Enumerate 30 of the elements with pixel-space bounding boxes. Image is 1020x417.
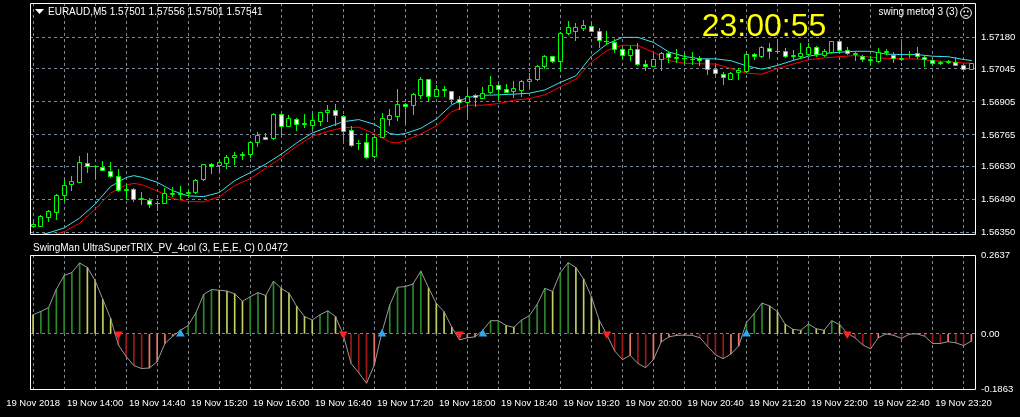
x-tick-label: 19 Nov 20:00 — [625, 396, 682, 408]
x-tick-label: 19 Nov 20:40 — [687, 396, 744, 408]
y-tick-label: 1.56630 — [981, 160, 1016, 172]
x-tick-label: 19 Nov 14:00 — [66, 396, 124, 408]
x-tick-label: 19 Nov 22:40 — [873, 396, 930, 408]
chart-title: SwingMan UltraSuperTRIX_PV_4col (3, E,E,E, C) 0.0472 — [33, 242, 289, 253]
y-tick-label: 1.56490 — [981, 193, 1016, 205]
x-tick-label: 19 Nov 16:40 — [315, 396, 372, 408]
y-tick-label: 1.56905 — [981, 95, 1016, 107]
x-tick-label: 19 Nov 18:00 — [439, 396, 496, 408]
x-tick-label: 19 Nov 23:20 — [935, 396, 992, 408]
x-tick-label: 19 Nov 16:00 — [252, 396, 310, 408]
y-tick-label: 1.57180 — [981, 30, 1016, 42]
y-tick-label: 1.57045 — [981, 62, 1016, 74]
x-tick-label: 19 Nov 21:20 — [749, 396, 806, 408]
x-tick-label: 19 Nov 19:20 — [563, 396, 620, 408]
x-tick-label: 19 Nov 15:20 — [190, 396, 248, 408]
y-tick-label: 0.00 — [981, 327, 1000, 339]
x-tick-label: 19 Nov 22:00 — [811, 396, 868, 408]
annotation: swing metod 3 (3) — [878, 6, 958, 17]
y-tick-label: -0.1863 — [981, 383, 1014, 395]
y-tick-label: 0.2637 — [981, 248, 1011, 260]
x-tick-label: 19 Nov 18:40 — [501, 396, 558, 408]
x-tick-label: 19 Nov 2018 — [6, 396, 61, 408]
annotation: 23:00:55 — [701, 7, 827, 43]
y-tick-label: 1.56765 — [981, 128, 1016, 140]
x-tick-label: 19 Nov 17:20 — [377, 396, 434, 408]
y-tick-label: 1.56350 — [981, 226, 1016, 238]
chart-title: EURAUD,M5 1.57501 1.57556 1.57501 1.57541 — [48, 6, 264, 17]
x-tick-label: 19 Nov 14:40 — [128, 396, 186, 408]
